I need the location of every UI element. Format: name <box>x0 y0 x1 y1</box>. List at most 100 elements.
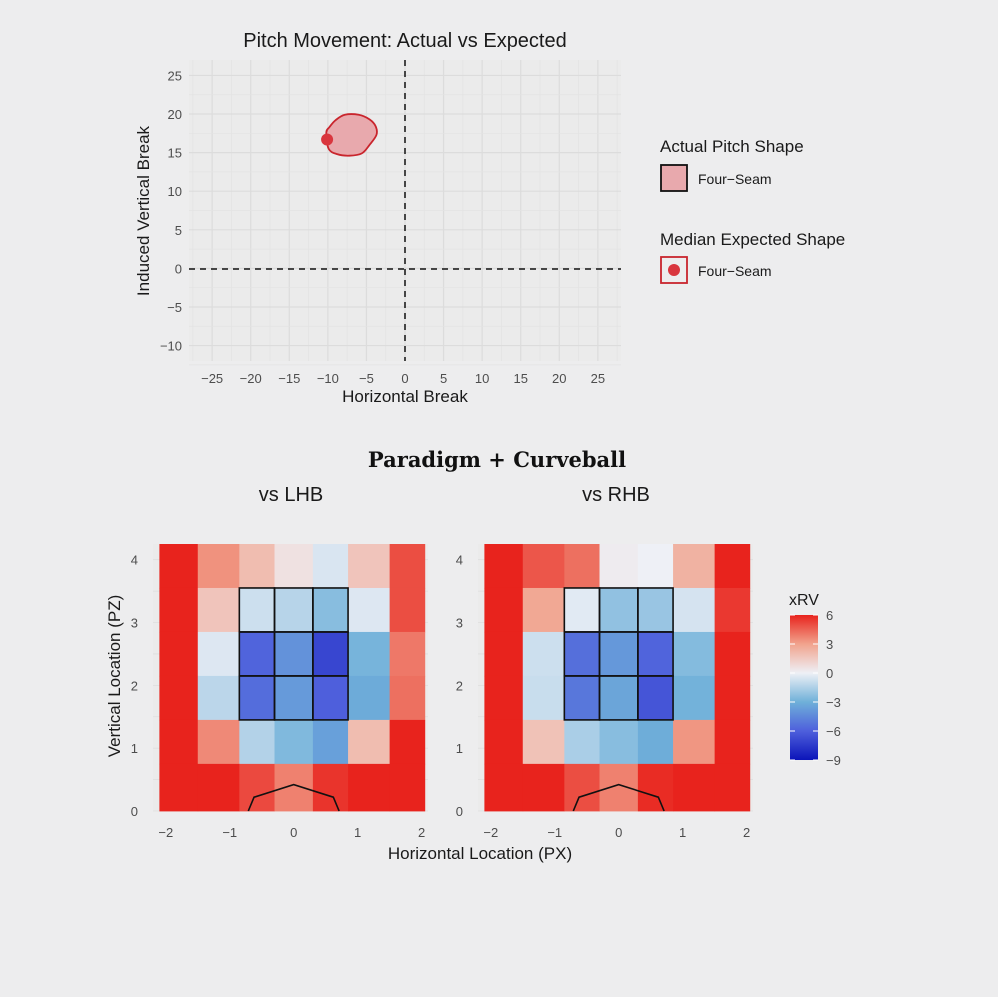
heatmap-panel-rhb: −2 −1 0 1 2 4 3 2 1 0 <box>456 544 753 840</box>
heatmap-cell <box>484 587 524 633</box>
heatmap-y-tick: 2 <box>131 678 138 693</box>
heatmap-cell <box>348 631 391 677</box>
movement-x-tick: 25 <box>591 371 605 386</box>
heatmap-y-tick: 2 <box>456 678 463 693</box>
heatmap-cell <box>239 675 275 721</box>
heatmap-cell <box>714 763 751 812</box>
movement-y-tick: −5 <box>167 300 182 315</box>
heatmap-y-tick: 0 <box>456 804 463 819</box>
heatmap-cell <box>197 763 240 812</box>
colorbar-ticks: 6 3 0 −3 −6 −9 <box>790 608 841 768</box>
heatmap-cell <box>197 587 240 633</box>
movement-x-tick: −20 <box>240 371 262 386</box>
expected-pitch-point <box>321 133 334 146</box>
heatmap-cell <box>197 631 240 677</box>
heatmap-cell <box>637 544 674 589</box>
heatmap-cell <box>348 587 391 633</box>
heatmap-cell <box>159 763 199 812</box>
heatmap-cell <box>522 544 565 589</box>
heatmap-cell <box>274 631 314 677</box>
heatmap-cell <box>673 587 716 633</box>
heatmap-cell <box>159 587 199 633</box>
heatmap-y-tick: 0 <box>131 804 138 819</box>
movement-grid <box>189 60 621 366</box>
heatmap-cell <box>239 544 275 589</box>
heatmap-cell <box>348 675 391 721</box>
heatmap-x-tick: 1 <box>354 825 361 840</box>
heatmap-cell <box>389 544 426 589</box>
movement-y-tick: 5 <box>175 223 182 238</box>
heatmap-x-tick: 0 <box>290 825 297 840</box>
heatmap-cell <box>484 719 524 765</box>
heatmap-cell <box>522 763 565 812</box>
heatmap-panel-lhb: −2 −1 0 1 2 4 3 2 1 0 <box>131 544 428 840</box>
home-plate <box>247 783 340 812</box>
heatmap-cell <box>522 587 565 633</box>
heatmap-cell <box>599 675 639 721</box>
heatmap-cell <box>239 631 275 677</box>
movement-y-tick: 25 <box>168 68 182 83</box>
heatmap-cell <box>564 631 600 677</box>
heatmap-x-tick: −1 <box>222 825 237 840</box>
heatmap-x-tick: 0 <box>615 825 622 840</box>
heatmap-cell <box>348 719 391 765</box>
movement-x-label: Horizontal Break <box>342 387 468 406</box>
heatmap-cell <box>637 631 674 677</box>
movement-x-tick: −10 <box>317 371 339 386</box>
heatmap-cell <box>564 587 600 633</box>
heatmap-cell <box>274 544 314 589</box>
heatmap-cell <box>673 675 716 721</box>
legend-expected-dot <box>668 264 680 276</box>
heatmap-cell <box>389 631 426 677</box>
heatmap-cell <box>637 719 674 765</box>
heatmap-cell <box>312 631 349 677</box>
heatmap-cell <box>673 719 716 765</box>
heatmap-cell <box>599 631 639 677</box>
heatmap-cell <box>599 587 639 633</box>
movement-y-tick: 15 <box>168 146 182 161</box>
heatmap-x-tick: 1 <box>679 825 686 840</box>
movement-y-tick: 0 <box>175 261 182 276</box>
heatmap-cell <box>274 587 314 633</box>
heatmap-suptitle: Paradigm + Curveball <box>368 447 626 472</box>
movement-y-label: Induced Vertical Break <box>134 125 153 296</box>
colorbar-tick: −6 <box>826 724 841 739</box>
heatmap-cell <box>197 675 240 721</box>
movement-x-tick: 20 <box>552 371 566 386</box>
movement-x-tick: 15 <box>513 371 527 386</box>
heatmap-cell <box>673 763 716 812</box>
heatmap-cell <box>312 763 349 812</box>
movement-x-tick: −5 <box>359 371 374 386</box>
movement-y-tick: −10 <box>160 339 182 354</box>
heatmap-y-tick: 3 <box>456 616 463 631</box>
heatmap-cell <box>599 544 639 589</box>
heatmap-cell <box>159 631 199 677</box>
colorbar-tick: 3 <box>826 637 833 652</box>
heatmap-cell <box>274 719 314 765</box>
movement-y-tick: 20 <box>168 107 182 122</box>
legend-expected-title: Median Expected Shape <box>660 230 845 249</box>
heatmap-cell <box>637 763 674 812</box>
movement-y-tick: 10 <box>168 184 182 199</box>
heatmap-cell <box>673 631 716 677</box>
heatmap-cell <box>673 544 716 589</box>
strike-zone-cell <box>312 675 349 721</box>
colorbar-tick: 0 <box>826 666 833 681</box>
heatmap-cell <box>312 587 349 633</box>
strike-zone-cell <box>637 675 674 721</box>
heatmap-cell <box>564 675 600 721</box>
colorbar-tick: −3 <box>826 695 841 710</box>
heatmap-cell <box>484 763 524 812</box>
legend-actual-swatch <box>660 164 688 192</box>
movement-x-tick: −15 <box>278 371 300 386</box>
heatmap-cell <box>522 719 565 765</box>
colorbar-tick: 6 <box>826 608 833 623</box>
heatmap-y-tick: 4 <box>456 553 463 568</box>
legend-expected-label: Four−Seam <box>698 263 772 279</box>
heatmap-cell <box>389 719 426 765</box>
heatmap-cell <box>348 544 391 589</box>
colorbar <box>790 615 818 760</box>
heatmap-cell <box>312 544 349 589</box>
heatmap-cell <box>389 587 426 633</box>
